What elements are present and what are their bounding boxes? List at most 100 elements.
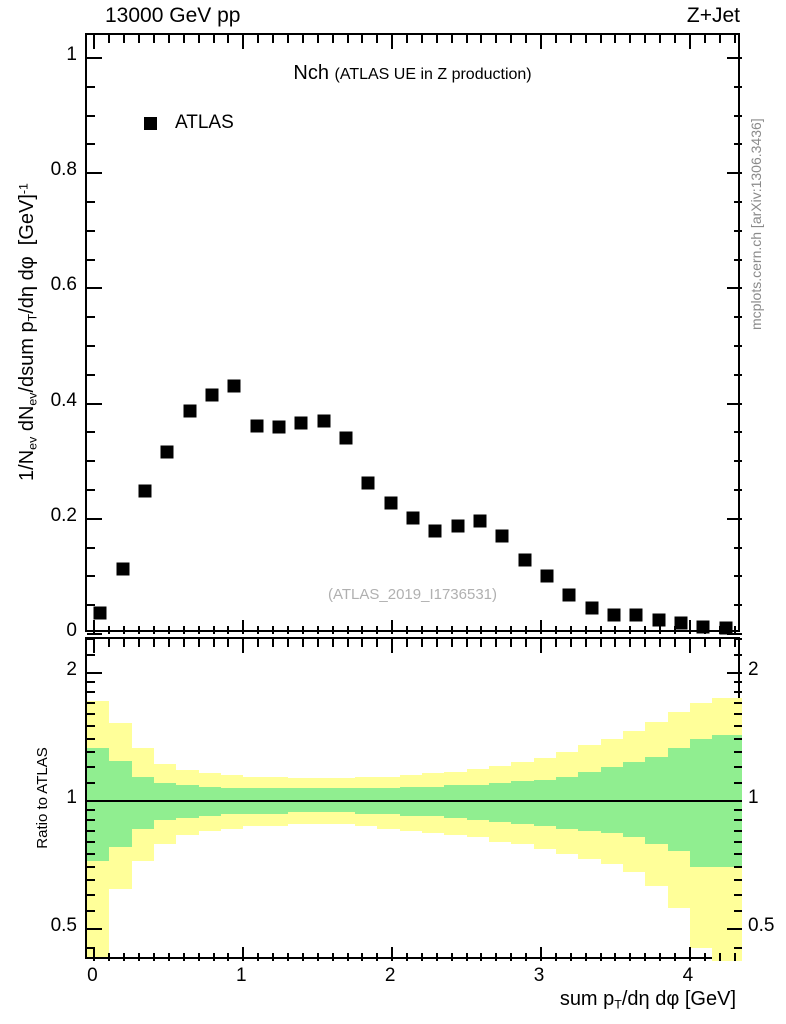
ratio-x-major-tick bbox=[540, 947, 543, 961]
data-point bbox=[361, 476, 375, 490]
ratio-x-minor-tick bbox=[525, 953, 528, 961]
data-point bbox=[518, 553, 532, 567]
y-minor-tick bbox=[87, 546, 95, 549]
ratio-x-minor-tick bbox=[480, 639, 483, 647]
x-minor-tick bbox=[584, 626, 587, 634]
ratio-y-minor-tick bbox=[734, 947, 742, 950]
y-minor-tick bbox=[734, 431, 742, 434]
x-major-tick bbox=[93, 35, 96, 49]
ratio-y-major-tick bbox=[727, 799, 742, 802]
ratio-y-minor-tick bbox=[734, 840, 742, 843]
y-axis-label-ratio: Ratio to ATLAS bbox=[34, 747, 51, 849]
x-minor-tick bbox=[316, 35, 319, 43]
ratio-x-minor-tick bbox=[435, 953, 438, 961]
x-minor-tick bbox=[331, 35, 334, 43]
ratio-y-minor-tick bbox=[734, 724, 742, 727]
ratio-y-minor-tick bbox=[734, 751, 742, 754]
ratio-x-minor-tick bbox=[272, 953, 275, 961]
x-minor-tick bbox=[197, 626, 200, 634]
x-major-tick bbox=[540, 35, 543, 49]
data-point bbox=[384, 496, 398, 510]
ratio-x-minor-tick bbox=[331, 953, 334, 961]
data-point bbox=[719, 621, 733, 635]
ratio-x-minor-tick bbox=[450, 953, 453, 961]
x-minor-tick bbox=[301, 626, 304, 634]
x-minor-tick bbox=[733, 626, 736, 634]
inner-uncertainty-band bbox=[87, 748, 110, 862]
ratio-y-minor-tick bbox=[87, 681, 95, 684]
ratio-x-minor-tick bbox=[510, 953, 513, 961]
ratio-x-minor-tick bbox=[420, 639, 423, 647]
ratio-x-major-tick bbox=[93, 639, 96, 653]
ratio-x-minor-tick bbox=[376, 953, 379, 961]
x-minor-tick bbox=[435, 626, 438, 634]
data-point bbox=[629, 608, 643, 622]
ratio-y-tick-label: 2 bbox=[748, 658, 759, 680]
x-axis-label: sum pT/dη dφ [GeV] bbox=[559, 988, 736, 1012]
x-major-tick bbox=[391, 620, 394, 634]
data-point bbox=[696, 620, 710, 633]
ratio-x-minor-tick bbox=[212, 953, 215, 961]
ratio-x-minor-tick bbox=[569, 953, 572, 961]
ratio-x-minor-tick bbox=[703, 953, 706, 961]
x-major-tick bbox=[93, 620, 96, 634]
y-tick-label: 0.4 bbox=[50, 389, 77, 411]
x-minor-tick bbox=[167, 626, 170, 634]
y-major-tick bbox=[727, 172, 742, 175]
x-minor-tick bbox=[257, 626, 260, 634]
data-point bbox=[495, 529, 509, 543]
x-minor-tick bbox=[212, 626, 215, 634]
y-minor-tick bbox=[87, 431, 95, 434]
ratio-x-minor-tick bbox=[733, 639, 736, 647]
x-minor-tick bbox=[108, 626, 111, 634]
x-minor-tick bbox=[376, 626, 379, 634]
ratio-y-minor-tick bbox=[734, 782, 742, 785]
ratio-x-minor-tick bbox=[152, 953, 155, 961]
data-point bbox=[93, 606, 107, 620]
data-point bbox=[562, 588, 576, 602]
x-minor-tick bbox=[182, 626, 185, 634]
y-minor-tick bbox=[734, 201, 742, 204]
x-minor-tick bbox=[227, 35, 230, 43]
y-major-tick bbox=[87, 517, 102, 520]
ratio-x-minor-tick bbox=[569, 639, 572, 647]
x-minor-tick bbox=[659, 626, 662, 634]
ratio-x-minor-tick bbox=[659, 953, 662, 961]
inner-uncertainty-band bbox=[466, 784, 489, 821]
y-major-tick bbox=[87, 633, 102, 635]
y-major-tick bbox=[727, 287, 742, 290]
x-minor-tick bbox=[450, 35, 453, 43]
y-major-tick bbox=[727, 633, 742, 635]
ratio-x-minor-tick bbox=[212, 639, 215, 647]
y-axis-label-main: 1/Nev dNev/dsum pT/dη dφ [GeV]-1 bbox=[16, 183, 40, 481]
x-minor-tick bbox=[510, 35, 513, 43]
y-minor-tick bbox=[87, 373, 95, 376]
y-minor-tick bbox=[87, 143, 95, 146]
ratio-x-minor-tick bbox=[420, 953, 423, 961]
x-minor-tick bbox=[197, 35, 200, 43]
x-major-tick bbox=[391, 35, 394, 49]
data-point bbox=[540, 569, 554, 583]
ratio-y-minor-tick bbox=[734, 701, 742, 704]
inner-uncertainty-band bbox=[131, 776, 154, 829]
ratio-x-minor-tick bbox=[361, 639, 364, 647]
x-minor-tick bbox=[554, 626, 557, 634]
ratio-y-minor-tick bbox=[87, 840, 95, 843]
x-major-tick bbox=[688, 35, 691, 49]
x-major-tick bbox=[540, 620, 543, 634]
x-minor-tick bbox=[674, 35, 676, 43]
data-point bbox=[160, 445, 174, 459]
ratio-x-major-tick bbox=[688, 639, 691, 653]
x-minor-tick bbox=[272, 626, 275, 634]
main-plot-frame bbox=[85, 33, 742, 635]
ratio-y-tick-label: 1 bbox=[748, 786, 759, 808]
ratio-y-minor-tick bbox=[734, 766, 742, 769]
data-point bbox=[317, 414, 331, 428]
ratio-x-minor-tick bbox=[554, 639, 557, 647]
y-tick-label: 0.2 bbox=[50, 504, 77, 526]
ratio-x-minor-tick bbox=[465, 953, 468, 961]
y-tick-label: 0.8 bbox=[50, 159, 77, 181]
ratio-y-minor-tick bbox=[87, 654, 95, 657]
x-minor-tick bbox=[629, 626, 632, 634]
ratio-x-major-tick bbox=[688, 947, 691, 961]
